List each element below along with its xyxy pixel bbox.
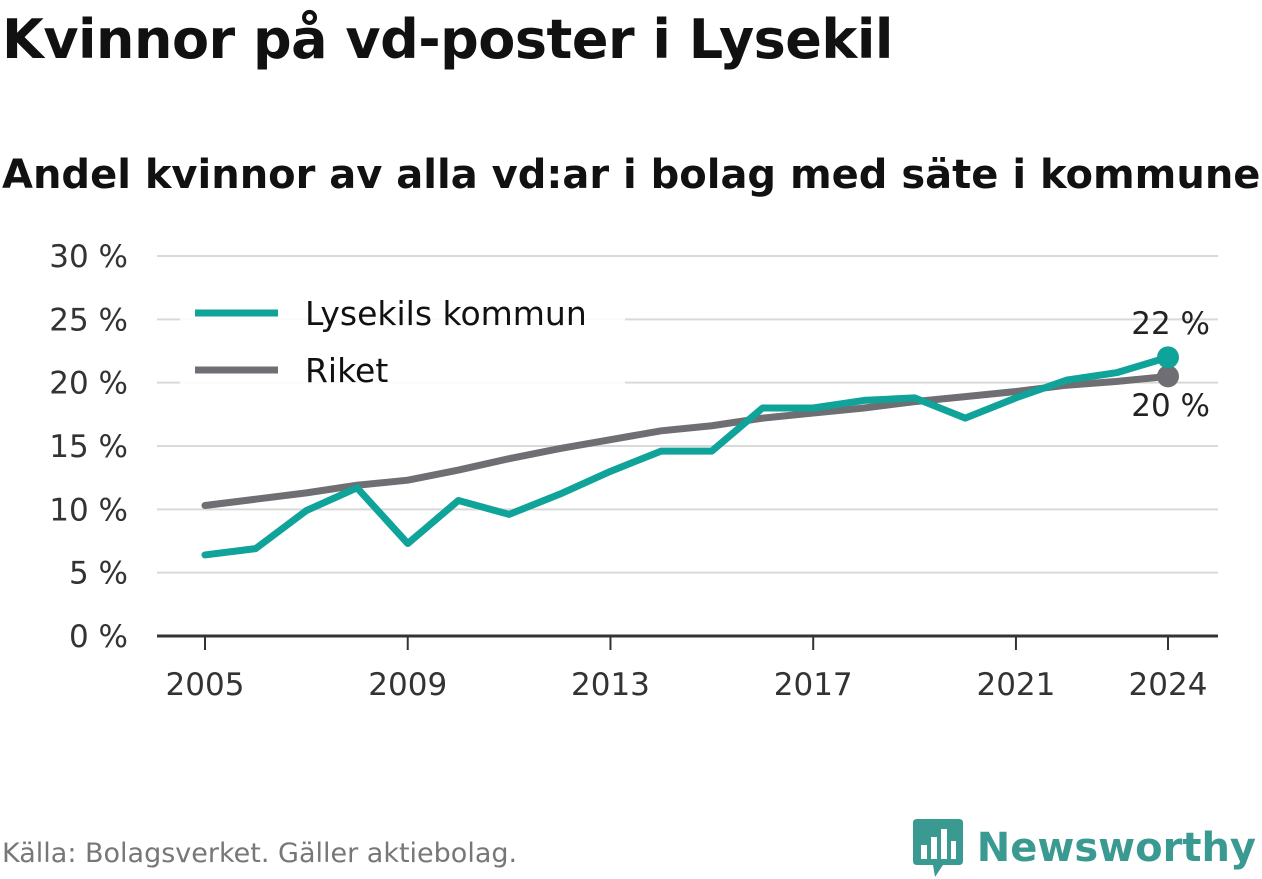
end-labels: 22 % 20 %	[1131, 306, 1210, 424]
series-lines	[201, 346, 1179, 559]
newsworthy-logo-icon	[912, 819, 963, 877]
x-tick-label: 2024	[1129, 667, 1208, 703]
x-tick-label: 2017	[774, 667, 853, 703]
y-tick-label: 25 %	[49, 302, 128, 338]
y-tick-label: 20 %	[49, 366, 128, 402]
page-title: Kvinnor på vd-poster i Lysekil	[2, 8, 893, 71]
end-point-riket	[1157, 365, 1179, 388]
x-axis-ticks: 2005 2009 2013 2017 2021 2024	[166, 636, 1208, 703]
y-axis-ticks: 0 % 5 % 10 % 15 % 20 % 25 % 30 %	[49, 239, 128, 655]
x-tick-label: 2009	[368, 667, 447, 703]
y-tick-label: 0 %	[69, 619, 128, 655]
series-line-riket	[201, 372, 1172, 510]
x-tick-label: 2005	[166, 667, 245, 703]
y-tick-label: 30 %	[49, 239, 128, 275]
x-tick-label: 2013	[571, 667, 650, 703]
chart-subtitle: Andel kvinnor av alla vd:ar i bolag med …	[2, 152, 1262, 198]
brand-name: Newsworthy	[976, 825, 1256, 871]
end-point-lysekil	[1157, 346, 1179, 369]
legend: Lysekils kommun Riket	[180, 290, 625, 390]
y-tick-label: 10 %	[49, 492, 128, 528]
legend-label-lysekil: Lysekils kommun	[305, 294, 587, 333]
x-tick-label: 2021	[976, 667, 1055, 703]
series-line-lysekil	[201, 353, 1172, 559]
y-tick-label: 15 %	[49, 429, 128, 465]
source-note: Källa: Bolagsverket. Gäller aktiebolag.	[2, 838, 518, 869]
end-label-lysekil: 22 %	[1131, 306, 1210, 342]
end-label-riket: 20 %	[1131, 388, 1210, 424]
legend-label-riket: Riket	[305, 351, 388, 390]
brand-logo[interactable]: Newsworthy	[912, 818, 1256, 878]
y-tick-label: 5 %	[69, 556, 128, 592]
